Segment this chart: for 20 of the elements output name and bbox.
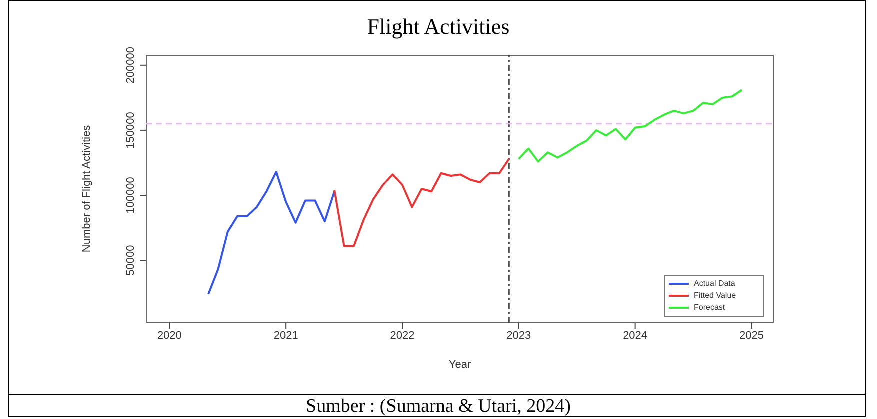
chart-title: Flight Activities [366,14,511,40]
line-series [518,89,744,163]
x-tick-label: 2024 [623,330,648,342]
x-tick-label: 2022 [390,330,415,342]
line-series [334,158,510,248]
y-axis-title: Number of Flight Activities [80,124,93,253]
x-tick-label: 2020 [157,330,182,342]
legend-label: Fitted Value [694,291,736,301]
legend-label: Actual Data [694,279,736,289]
legend-label: Forecast [694,303,726,313]
y-tick-label: 100000 [125,177,137,214]
text: Sumber : (Sumarna & Utari, 2024) [305,396,572,418]
x-tick-label: 2023 [506,330,532,342]
x-tick-label: 2025 [739,330,764,342]
line-series [207,171,336,296]
y-tick-label: 50000 [125,245,137,276]
x-tick-label: 2021 [274,330,298,342]
y-tick-label: 200000 [125,47,137,84]
y-tick-label: 150000 [125,112,137,149]
x-axis-title: Year [448,359,472,371]
